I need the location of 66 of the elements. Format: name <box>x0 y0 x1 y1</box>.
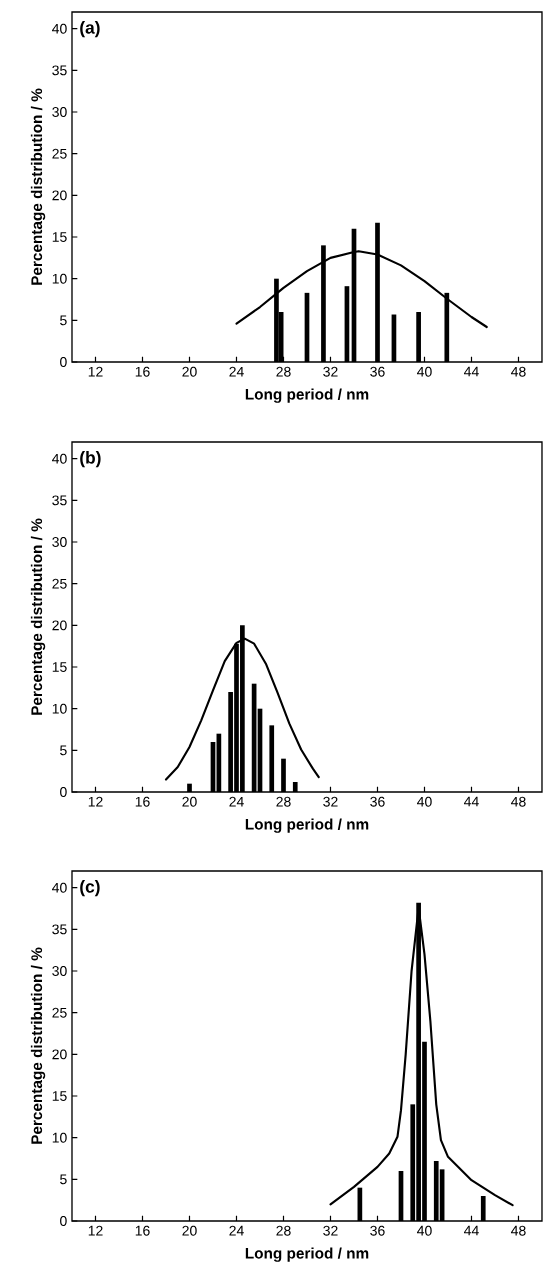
x-tick-label: 32 <box>323 796 338 807</box>
x-tick-label: 20 <box>182 366 197 377</box>
y-axis-title: Percentage distribution / % <box>30 518 46 715</box>
y-tick-label: 35 <box>52 65 67 76</box>
x-tick-label: 48 <box>511 366 526 377</box>
x-tick-label: 28 <box>276 796 291 807</box>
x-tick-label: 24 <box>229 1225 244 1236</box>
y-tick-label: 35 <box>52 924 67 935</box>
y-tick-label: 15 <box>52 1091 67 1101</box>
y-tick-label: 30 <box>52 966 67 976</box>
y-tick-label: 15 <box>52 662 67 672</box>
x-tick-label: 16 <box>135 366 150 377</box>
annotation: (b) <box>80 451 101 468</box>
x-tick-label: 40 <box>417 1225 432 1236</box>
y-axis-title: Percentage distribution / % <box>30 88 46 285</box>
y-tick-label: 30 <box>52 107 67 117</box>
x-tick-label: 44 <box>464 796 479 807</box>
x-tick-label: 12 <box>88 366 103 377</box>
y-tick-label: 10 <box>52 1132 67 1143</box>
x-tick-label: 48 <box>511 796 526 807</box>
y-tick-label: 0 <box>60 357 67 367</box>
y-tick-label: 15 <box>52 232 67 242</box>
x-tick-label: 36 <box>370 1225 385 1236</box>
y-tick-label: 40 <box>52 453 67 464</box>
y-tick-label: 0 <box>60 787 67 797</box>
y-tick-label: 25 <box>52 1007 67 1018</box>
y-tick-label: 35 <box>52 495 67 506</box>
y-tick-label: 25 <box>52 578 67 589</box>
x-tick-label: 44 <box>464 366 479 377</box>
x-tick-label: 16 <box>135 1225 150 1236</box>
x-tick-label: 36 <box>370 366 385 377</box>
x-tick-label: 36 <box>370 796 385 807</box>
y-tick-label: 20 <box>52 1049 67 1060</box>
y-tick-label: 5 <box>60 1174 67 1185</box>
y-tick-label: 20 <box>52 620 67 631</box>
x-tick-label: 28 <box>276 1225 291 1236</box>
x-tick-label: 24 <box>229 796 244 807</box>
y-tick-label: 40 <box>52 882 67 893</box>
x-tick-label: 32 <box>323 1225 338 1236</box>
y-tick-label: 30 <box>52 537 67 547</box>
y-tick-label: 0 <box>60 1216 67 1226</box>
x-tick-label: 16 <box>135 796 150 807</box>
x-axis-title: Long period / nm <box>245 388 369 403</box>
y-tick-label: 40 <box>52 23 67 34</box>
x-tick-label: 28 <box>276 366 291 377</box>
x-tick-label: 24 <box>229 366 244 377</box>
annotation: (c) <box>80 880 100 897</box>
x-tick-label: 20 <box>182 796 197 807</box>
x-tick-label: 32 <box>323 366 338 377</box>
y-axis-title: Percentage distribution / % <box>30 947 46 1144</box>
y-tick-label: 25 <box>52 148 67 159</box>
y-tick-label: 20 <box>52 190 67 201</box>
y-tick-label: 10 <box>52 273 67 284</box>
x-tick-label: 44 <box>464 1225 479 1236</box>
annotation: (a) <box>80 21 100 38</box>
x-tick-label: 12 <box>88 796 103 807</box>
y-tick-label: 5 <box>60 315 67 326</box>
x-axis-title: Long period / nm <box>245 818 369 833</box>
x-tick-label: 48 <box>511 1225 526 1236</box>
y-tick-label: 10 <box>52 703 67 714</box>
x-tick-label: 40 <box>417 796 432 807</box>
x-tick-label: 20 <box>182 1225 197 1236</box>
x-tick-label: 12 <box>88 1225 103 1236</box>
x-tick-label: 40 <box>417 366 432 377</box>
x-axis-title: Long period / nm <box>245 1247 369 1262</box>
y-tick-label: 5 <box>60 745 67 756</box>
